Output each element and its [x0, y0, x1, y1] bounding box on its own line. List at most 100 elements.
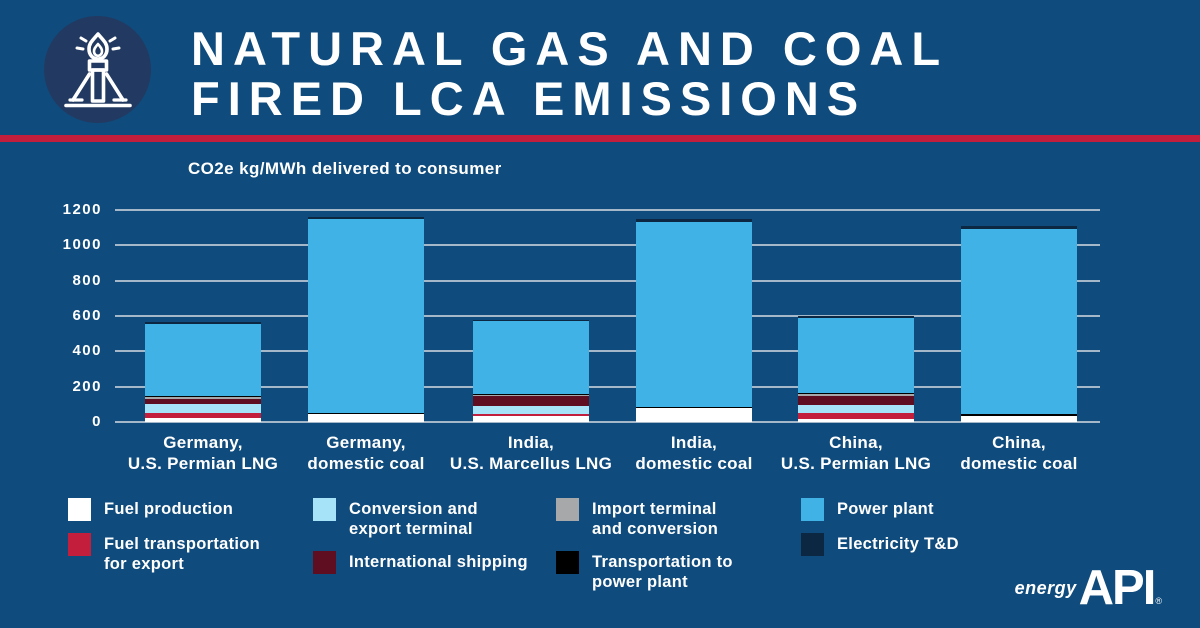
- bar-segment-transportation-to-power-plant: [145, 396, 261, 398]
- red-divider: [0, 135, 1200, 142]
- bar-segment-power-plant: [636, 221, 752, 407]
- bar-china-u-s-permian-lng: [798, 316, 914, 422]
- bar-india-u-s-marcellus-lng: [473, 319, 589, 422]
- bar-segment-conversion-and-export-terminal: [473, 406, 589, 415]
- brand-icon-circle: [44, 16, 151, 123]
- gridline-800: [115, 279, 1100, 282]
- legend-swatch: [68, 498, 91, 521]
- legend-column: Power plant Electricity T&D: [801, 498, 959, 556]
- legend-swatch: [556, 551, 579, 574]
- legend-column: Import terminal and conversion Transporta…: [556, 498, 733, 592]
- bar-segment-electricity-t-d: [961, 225, 1077, 229]
- page-title: NATURAL GAS AND COAL FIRED LCA EMISSIONS: [191, 24, 948, 124]
- bar-segment-electricity-t-d: [798, 316, 914, 318]
- api-wordmark: API: [1078, 561, 1157, 615]
- x-axis-label: India, domestic coal: [635, 433, 753, 473]
- bar-segment-fuel-production: [961, 415, 1077, 422]
- y-axis-label-0: 0: [92, 413, 102, 430]
- gridline-400: [115, 350, 1100, 353]
- legend-column: Conversion and export terminal Internatio…: [313, 498, 528, 574]
- x-axis-label: Germany, domestic coal: [307, 433, 425, 473]
- legend-item-fuel-production: Fuel production: [68, 498, 260, 521]
- legend-swatch: [313, 498, 336, 521]
- legend-item-power-plant: Power plant: [801, 498, 959, 521]
- y-axis-label-1000: 1000: [62, 236, 102, 254]
- legend-swatch: [68, 533, 91, 556]
- x-axis-label: China, U.S. Permian LNG: [780, 433, 932, 473]
- bar-segment-conversion-and-export-terminal: [145, 404, 261, 414]
- y-axis-label-200: 200: [72, 377, 102, 395]
- bar-segment-electricity-t-d: [473, 319, 589, 322]
- bar-segment-transportation-to-power-plant: [798, 392, 914, 394]
- bar-segment-fuel-production: [798, 419, 914, 422]
- bar-germany-u-s-permian-lng: [145, 322, 261, 422]
- registered-mark: ®: [1155, 596, 1162, 606]
- y-axis-label-1200: 1200: [62, 201, 102, 218]
- x-axis-label: Germany, U.S. Permian LNG: [127, 433, 279, 473]
- x-axis-label: India, U.S. Marcellus LNG: [449, 433, 613, 473]
- bar-segment-import-terminal-and-conversion: [473, 394, 589, 397]
- bar-segment-import-terminal-and-conversion: [145, 397, 261, 400]
- bar-segment-fuel-transportation-for-export: [145, 413, 261, 419]
- bar-segment-fuel-production: [473, 415, 589, 422]
- bar-china-domestic-coal: [961, 225, 1077, 422]
- gridline-600: [115, 315, 1100, 317]
- page-title-line2: FIRED LCA EMISSIONS: [191, 72, 867, 125]
- legend-item-fuel-transportation-for-export: Fuel transportation for export: [68, 533, 261, 574]
- y-axis-label-400: 400: [72, 342, 102, 360]
- legend-swatch: [801, 533, 824, 556]
- legend-label: Conversion and export terminal: [349, 500, 478, 538]
- bar-segment-transportation-to-power-plant: [473, 393, 589, 395]
- bar-segment-international-shipping: [798, 395, 914, 406]
- bar-segment-power-plant: [961, 228, 1077, 415]
- x-axis-label: China, domestic coal: [960, 433, 1078, 473]
- bar-segment-transportation-to-power-plant: [308, 413, 424, 415]
- bar-segment-fuel-production: [308, 414, 424, 422]
- legend-column: Fuel production Fuel transportation for e…: [68, 498, 261, 574]
- page-title-line1: NATURAL GAS AND COAL: [191, 22, 949, 75]
- bar-segment-conversion-and-export-terminal: [798, 405, 914, 414]
- bar-segment-power-plant: [473, 321, 589, 394]
- bar-segment-electricity-t-d: [308, 217, 424, 219]
- legend-label: Import terminal and conversion: [592, 500, 719, 538]
- legend-item-import-terminal-and-conversion: Import terminal and conversion: [556, 498, 733, 539]
- bar-segment-international-shipping: [145, 399, 261, 405]
- chart-plot-area: Germany, U.S. Permian LNG Germany, domest…: [115, 209, 1100, 473]
- legend-item-transportation-to-power-plant: Transportation to power plant: [556, 551, 733, 592]
- bar-segment-transportation-to-power-plant: [961, 414, 1077, 416]
- bar-segment-power-plant: [798, 317, 914, 393]
- bar-segment-international-shipping: [473, 396, 589, 407]
- gas-flare-icon: [63, 31, 132, 107]
- bar-segment-power-plant: [308, 218, 424, 414]
- legend-item-electricity-t-d: Electricity T&D: [801, 533, 959, 556]
- legend-label: Transportation to power plant: [592, 553, 733, 591]
- bar-segment-electricity-t-d: [636, 218, 752, 222]
- legend-label: International shipping: [349, 553, 528, 571]
- energy-wordmark: energy: [1014, 578, 1077, 598]
- y-axis-label-600: 600: [72, 307, 102, 324]
- bar-segment-fuel-transportation-for-export: [798, 413, 914, 420]
- bar-segment-fuel-production: [636, 407, 752, 422]
- bar-segment-power-plant: [145, 323, 261, 397]
- bar-segment-transportation-to-power-plant: [636, 407, 752, 408]
- legend-swatch: [556, 498, 579, 521]
- legend-swatch: [801, 498, 824, 521]
- bar-india-domestic-coal: [636, 218, 752, 422]
- gridline-1000: [115, 244, 1100, 247]
- legend-swatch: [313, 551, 336, 574]
- api-logo: energy API ®: [1014, 561, 1162, 615]
- gridline-200: [115, 385, 1100, 388]
- legend-label: Fuel production: [104, 500, 234, 518]
- chart-title: CO2e kg/MWh delivered to consumer: [188, 159, 502, 178]
- legend-item-international-shipping: International shipping: [313, 551, 528, 574]
- gridline-0: [115, 421, 1100, 423]
- legend-label: Power plant: [837, 500, 934, 518]
- legend-label: Fuel transportation for export: [104, 535, 261, 573]
- y-axis-label-800: 800: [72, 271, 102, 289]
- bar-segment-electricity-t-d: [145, 322, 261, 324]
- bar-segment-import-terminal-and-conversion: [798, 393, 914, 396]
- bar-germany-domestic-coal: [308, 217, 424, 422]
- legend-item-conversion-and-export-terminal: Conversion and export terminal: [313, 498, 528, 539]
- bar-segment-fuel-production: [145, 418, 261, 422]
